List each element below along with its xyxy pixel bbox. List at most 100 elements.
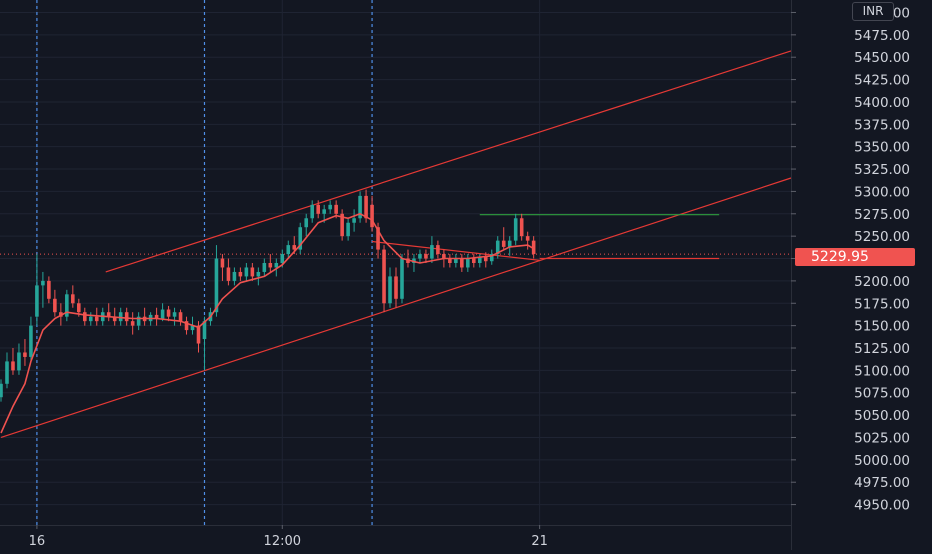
candle-body [94, 316, 99, 322]
price-axis-bg [791, 0, 932, 550]
candle-body [214, 258, 219, 313]
candle-body [430, 245, 434, 259]
candle-body [495, 240, 500, 255]
candle-body [418, 254, 422, 259]
candle-body [346, 222, 350, 237]
price-tick-label: 5475.00 [854, 28, 910, 44]
candle-body [232, 271, 237, 281]
price-tick-label: 5100.00 [854, 363, 910, 379]
candle-body [358, 195, 362, 219]
candle-body [136, 316, 141, 326]
candle-body [483, 256, 488, 262]
price-tick-label: 5075.00 [854, 386, 910, 402]
candle-body [525, 236, 530, 241]
candle-body [17, 352, 21, 371]
candle-body [112, 316, 117, 322]
time-axis: 16 12:00 21 [0, 525, 791, 549]
trendlines [0, 50, 792, 439]
candle-body [0, 383, 3, 398]
candle-body [226, 267, 231, 281]
price-tick-label: 5450.00 [854, 50, 910, 66]
time-tick-label: 16 [29, 534, 46, 549]
candle-body [118, 312, 123, 322]
price-tick-label: 4975.00 [854, 475, 910, 491]
candle-body [11, 361, 15, 371]
price-tick-label: 5300.00 [854, 184, 910, 200]
candle-body [160, 309, 165, 319]
session-separators [36, 0, 373, 525]
candle-body [88, 316, 93, 322]
price-axis: 4950.00 4975.00 5000.00 5025.00 5050.00 5075.… [791, 0, 932, 550]
candle-body [262, 263, 267, 272]
candle-body [71, 294, 75, 304]
time-tick-label: 21 [531, 534, 548, 549]
candle-body [436, 245, 440, 255]
candle-body [304, 218, 309, 228]
candle-body [424, 254, 428, 259]
candle-body [268, 263, 273, 268]
candle-body [370, 204, 374, 228]
price-tick-label: 5025.00 [854, 430, 910, 446]
candle-body [334, 204, 338, 214]
candle-body [388, 276, 392, 304]
currency-label: INR [862, 4, 884, 18]
candle-body [513, 218, 518, 241]
last-price-value: 5229.95 [811, 249, 869, 265]
candle-body [178, 312, 183, 322]
price-tick-label: 5275.00 [854, 207, 910, 223]
candle-body [472, 258, 476, 263]
candle-body [352, 218, 356, 223]
candle-body [202, 321, 207, 340]
price-tick-label: 5250.00 [854, 229, 910, 245]
candle-body [274, 263, 279, 268]
candle-body [53, 298, 57, 313]
candle-body [41, 280, 45, 286]
candle-body [166, 309, 171, 317]
candle-body [244, 267, 249, 277]
candle-body [448, 258, 452, 263]
candle-body [106, 312, 111, 317]
grid [0, 0, 791, 525]
candle-body [250, 267, 255, 277]
candle-body [280, 254, 285, 263]
candle-body [154, 314, 159, 319]
candle-body [489, 254, 494, 262]
price-tick-label: 5150.00 [854, 319, 910, 335]
candle-body [65, 294, 69, 317]
candle-body [190, 325, 195, 331]
candle-body [364, 195, 368, 219]
candle-body [376, 227, 380, 250]
candle-body [5, 361, 9, 384]
candle-body [29, 325, 33, 357]
candle-body [328, 204, 332, 210]
candle-body [77, 303, 81, 313]
candle-body [454, 258, 458, 263]
candle-body [310, 204, 315, 219]
time-tick-label: 12:00 [264, 534, 301, 549]
candle-body [292, 245, 297, 250]
trendline-channel-upper [105, 50, 792, 273]
candle-body [442, 254, 446, 259]
candle-body [322, 209, 326, 214]
candle-body [23, 352, 27, 357]
price-tick-label: 5350.00 [854, 140, 910, 156]
candle-body [196, 325, 201, 344]
currency-badge[interactable]: INR [852, 2, 894, 21]
candle-body [47, 280, 51, 299]
candle-body [466, 258, 470, 268]
price-tick-label: 5175.00 [854, 296, 910, 312]
candle-body [256, 271, 261, 277]
candle-body [340, 213, 344, 237]
price-tick-label: 5125.00 [854, 341, 910, 357]
candle-body [82, 312, 87, 322]
candle-body [172, 312, 177, 317]
candle-body [298, 227, 303, 250]
candle-body [400, 258, 404, 299]
price-tick-label: 5375.00 [854, 117, 910, 133]
candle-body [460, 258, 464, 268]
candle-body [184, 321, 189, 331]
trendline-channel-mid [371, 240, 540, 261]
price-tick-label: 4950.00 [854, 498, 910, 514]
